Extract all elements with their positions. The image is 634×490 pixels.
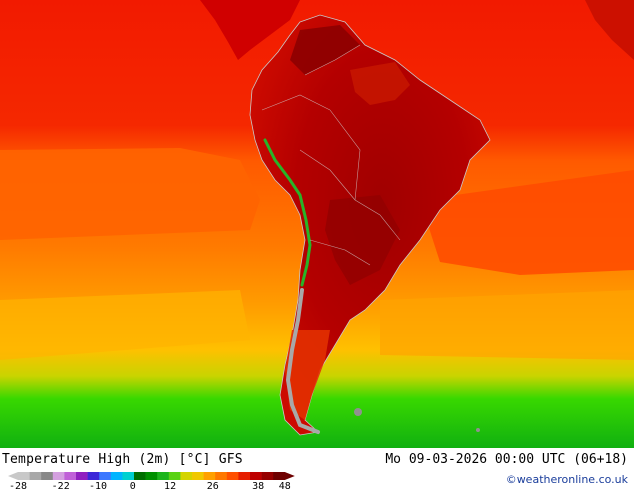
ocean-band-yellow xyxy=(0,290,250,360)
caribbean-islands xyxy=(585,0,634,60)
scale-swatch xyxy=(226,472,239,480)
country-borders xyxy=(261,44,401,266)
scale-tick-label: 26 xyxy=(207,481,219,490)
scale-swatch xyxy=(145,472,158,480)
scale-tick-label: 38 xyxy=(252,481,264,490)
scale-tick-label: 48 xyxy=(279,481,291,490)
scale-tick-label: -10 xyxy=(89,481,107,490)
color-scale-legend: -28 -22 -10 0 12 26 38 48 xyxy=(8,472,295,490)
map-title: Temperature High (2m) [°C] GFS xyxy=(2,452,243,467)
scale-swatch xyxy=(261,472,274,480)
scale-tick-label: -28 xyxy=(9,481,27,490)
south-georgia xyxy=(476,428,480,432)
andes-ridge xyxy=(263,138,312,287)
scale-swatch xyxy=(99,472,112,480)
falkland-islands xyxy=(354,408,362,416)
ocean-band-yellow-east xyxy=(380,290,634,360)
scale-swatch xyxy=(76,472,88,480)
scale-swatch xyxy=(192,472,204,480)
andes-snow xyxy=(285,288,320,434)
weather-map xyxy=(0,0,634,448)
scale-swatch xyxy=(180,472,193,480)
hot-core-interior xyxy=(325,195,400,285)
scale-swatch xyxy=(64,472,77,480)
scale-swatch xyxy=(29,472,42,480)
scale-swatch xyxy=(122,472,135,480)
scale-swatch xyxy=(273,472,286,480)
scale-swatch xyxy=(52,472,65,480)
scale-tick-label: 0 xyxy=(130,481,136,490)
scale-arrow-left xyxy=(8,472,18,480)
ocean-band-orange xyxy=(0,148,260,240)
scale-tick-label: -22 xyxy=(52,481,70,490)
scale-swatch xyxy=(110,472,123,480)
scale-swatch xyxy=(215,472,228,480)
scale-swatch xyxy=(250,472,262,480)
scale-swatch xyxy=(238,472,251,480)
patagonia xyxy=(285,330,330,420)
scale-arrow-right xyxy=(284,472,295,480)
scale-tick-label: 12 xyxy=(164,481,176,490)
scale-swatch xyxy=(203,472,216,480)
scale-swatch xyxy=(87,472,100,480)
scale-swatch xyxy=(168,472,181,480)
scale-swatch xyxy=(157,472,170,480)
scale-swatch xyxy=(41,472,54,480)
map-footer: Temperature High (2m) [°C] GFS Mo 09-03-… xyxy=(0,448,634,490)
central-america xyxy=(200,0,300,60)
scale-swatch xyxy=(18,472,30,480)
amazon-region xyxy=(350,62,410,105)
valid-time: Mo 09-03-2026 00:00 UTC (06+18) xyxy=(385,452,628,467)
scale-swatch xyxy=(134,472,146,480)
hot-core-north xyxy=(290,25,360,75)
ocean-band-atlantic xyxy=(420,170,634,275)
credit-link[interactable]: ©weatheronline.co.uk xyxy=(505,473,628,486)
